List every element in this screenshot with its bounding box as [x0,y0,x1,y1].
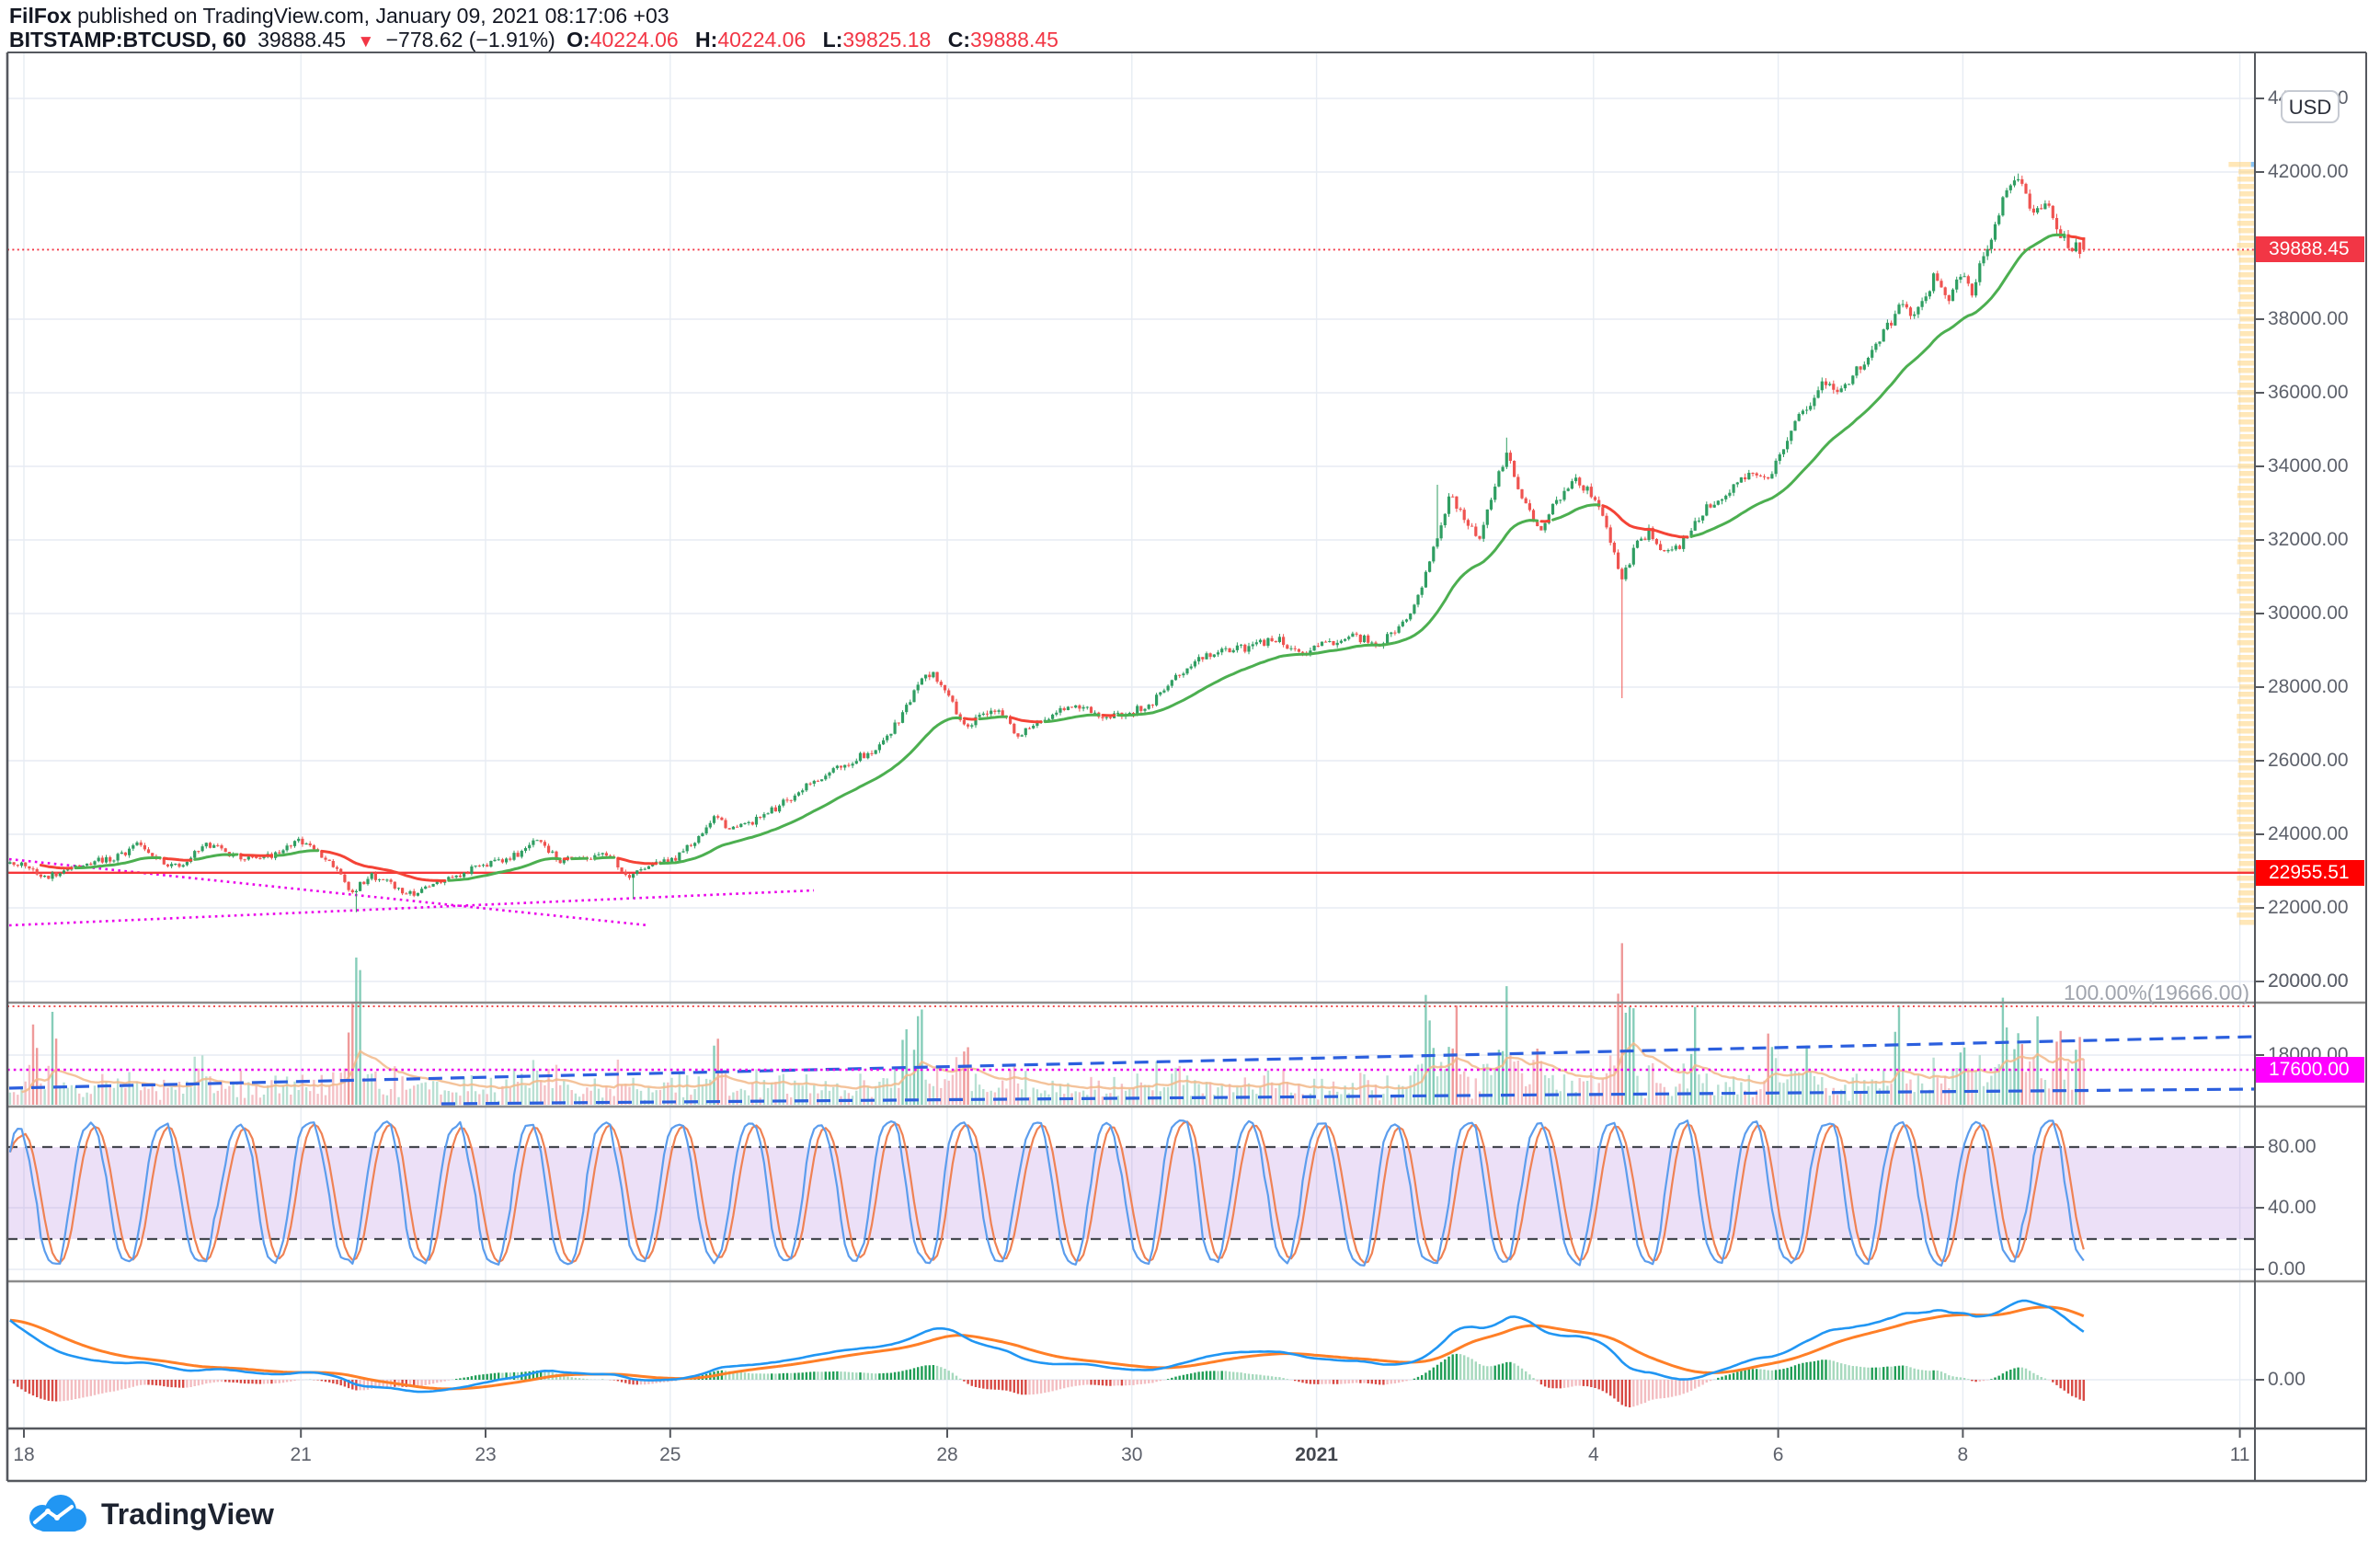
brand-footer: TradingView [24,1490,274,1538]
author-name: FilFox [9,4,72,28]
high-key: H: [695,28,718,52]
fib-extension-label: 100.00%(19666.00) [2063,981,2249,1004]
time-axis-label: 4 [1587,1444,1599,1465]
brand-name: TradingView [101,1497,274,1531]
time-axis-label: 6 [1772,1444,1784,1465]
publish-info: published on TradingView.com, January 09… [71,4,669,28]
price-axis-label: 28000.00 [2268,676,2349,697]
high-value: 40224.06 [717,28,807,52]
close-value: 39888.45 [969,28,1058,52]
time-axis-label: 8 [1957,1444,1969,1465]
symbol-legend[interactable]: BITSTAMP:BTCUSD, 60 39888.45 ▼ −778.62 (… [9,28,1070,52]
last-price: 39888.45 [257,28,347,52]
time-axis-label: 30 [1121,1444,1143,1465]
price-change: −778.62 (−1.91%) [385,28,555,52]
indicator-axis-label: 0.00 [2268,1258,2306,1279]
price-tag-label: 22955.51 [2256,860,2364,886]
time-axis-label: 18 [13,1444,35,1465]
price-axis-label: 42000.00 [2268,161,2349,182]
time-axis-label: 25 [659,1444,681,1465]
close-key: C: [947,28,970,52]
low-key: L: [822,28,843,52]
time-axis-label: 28 [936,1444,958,1465]
price-tag-label: 39888.45 [2256,236,2364,262]
price-tag-label: 17600.00 [2256,1057,2364,1083]
price-axis-label: 24000.00 [2268,823,2349,844]
time-axis-label: 21 [290,1444,312,1465]
currency-button[interactable]: USD [2281,90,2340,123]
price-axis-label: 20000.00 [2268,970,2349,992]
time-axis-label: 11 [2229,1444,2250,1465]
time-axis-label: 23 [475,1444,497,1465]
indicator-axis-label: 0.00 [2268,1369,2306,1390]
low-value: 39825.18 [842,28,932,52]
publish-header: FilFox published on TradingView.com, Jan… [9,4,681,29]
open-key: O: [566,28,590,52]
price-axis-label: 20000.00 [2268,970,2349,992]
open-value: 40224.06 [589,28,679,52]
symbol-title: BITSTAMP:BTCUSD, 60 [9,28,246,52]
price-axis-label: 38000.00 [2268,308,2349,329]
price-axis-label: 32000.00 [2268,529,2349,550]
price-axis-label: 36000.00 [2268,382,2349,403]
indicator-axis-label: 80.00 [2268,1136,2317,1157]
price-axis-label: 26000.00 [2268,750,2349,771]
tradingview-logo-icon [29,1495,86,1532]
indicator-axis-label: 40.00 [2268,1197,2317,1218]
time-axis-label: 2021 [1295,1444,1338,1465]
price-axis-label: 34000.00 [2268,455,2349,476]
down-triangle-icon: ▼ [357,32,375,52]
price-axis-label: 22000.00 [2268,897,2349,918]
price-axis-label: 30000.00 [2268,602,2349,624]
